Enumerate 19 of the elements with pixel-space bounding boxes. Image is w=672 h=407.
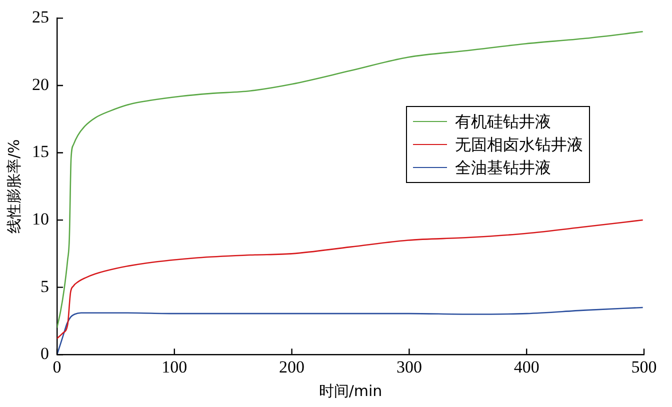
y-tick-label: 25 [32,8,49,27]
y-tick-label: 10 [32,210,49,229]
x-tick-label: 200 [279,357,305,376]
y-tick-label: 20 [32,74,49,94]
legend-label: 全油基钻井液 [455,157,551,179]
y-tick-label: 15 [32,142,49,162]
line-series [57,31,644,328]
y-axis-title: 线性膨胀率/% [4,139,23,234]
legend-label: 有机硅钻井液 [455,111,551,133]
legend-label: 无固相卤水钻井液 [455,134,583,156]
x-tick-label: 300 [396,357,422,376]
x-tick-label: 100 [162,357,188,376]
x-tick-label: 400 [514,357,540,376]
y-tick-label: 5 [40,276,49,296]
x-axis-title: 时间/min [318,382,382,400]
x-tick-label: 500 [631,357,657,376]
y-tick-label: 0 [40,344,49,364]
line-series [57,219,644,340]
x-tick-label: 0 [52,357,62,376]
